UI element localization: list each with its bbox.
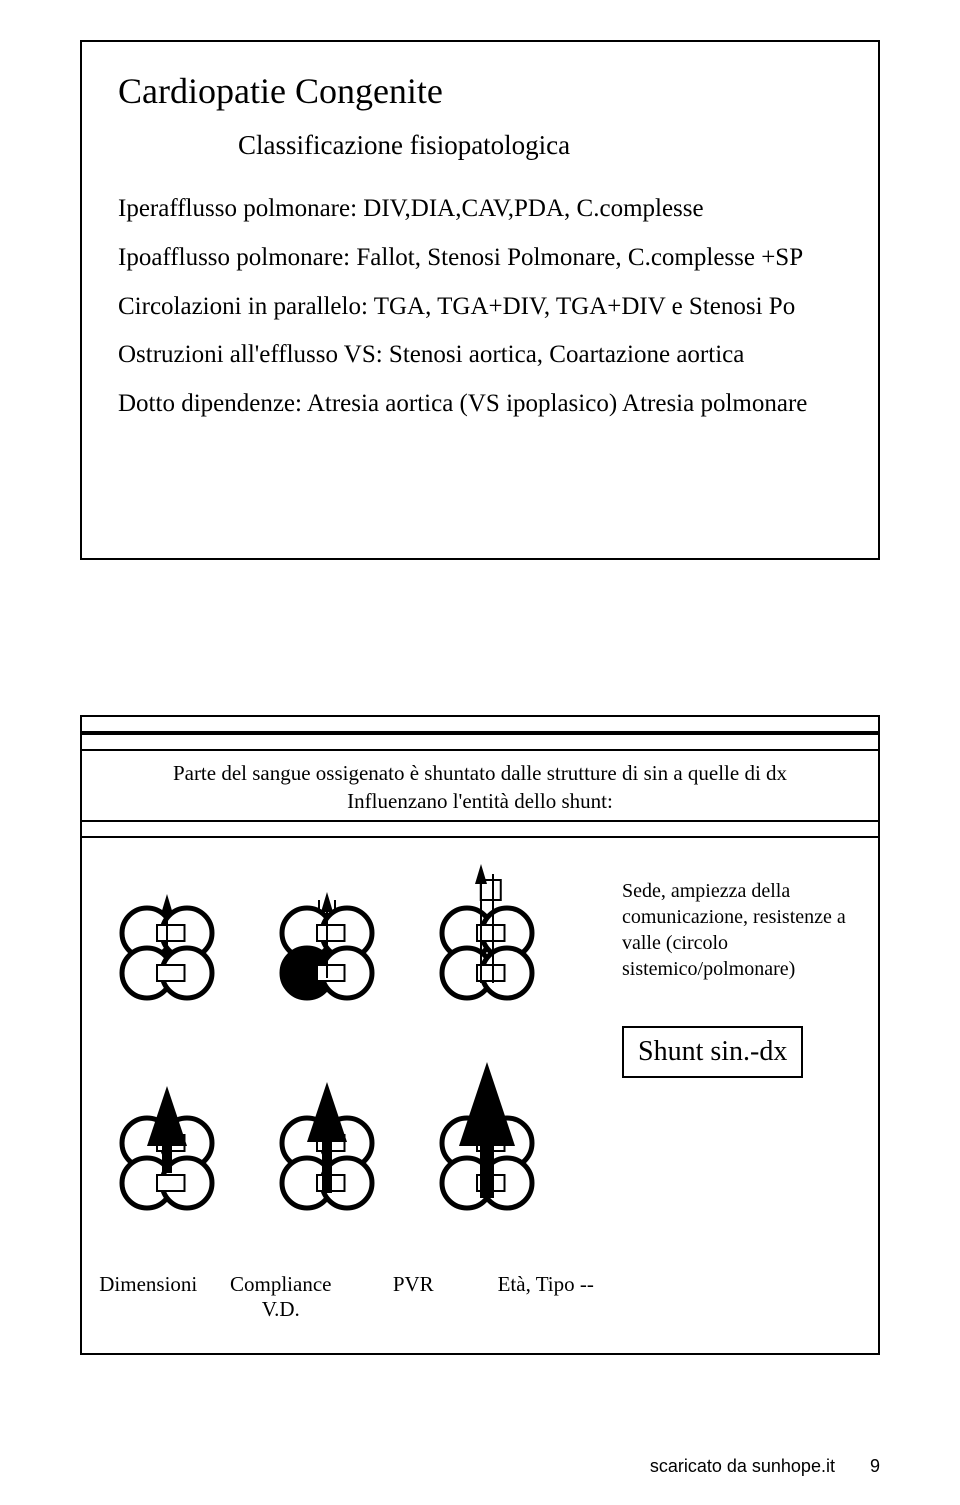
side-text: Sede, ampiezza della comunicazione, resi… [622, 878, 860, 982]
side-column: Sede, ampiezza della comunicazione, resi… [622, 878, 860, 1078]
panel1-subtitle: Classificazione fisiopatologica [118, 130, 842, 161]
classification-panel: Cardiopatie Congenite Classificazione fi… [80, 40, 880, 560]
panel1-line2: Ipoafflusso polmonare: Fallot, Stenosi P… [118, 234, 842, 283]
shunt-panel: Parte del sangue ossigenato è shuntato d… [80, 715, 880, 1355]
page-number: 9 [870, 1456, 880, 1477]
footer-text: scaricato da sunhope.it [650, 1456, 835, 1476]
bottom-col4: Età, Tipo -- [480, 1272, 613, 1322]
bottom-labels: Dimensioni Compliance V.D. PVR Età, Tipo… [82, 1272, 612, 1322]
panel2-mid-line2: Influenzano l'entità dello shunt: [92, 787, 868, 815]
panel1-line3: Circolazioni in parallelo: TGA, TGA+DIV,… [118, 283, 842, 332]
diagram-area: Sede, ampiezza della comunicazione, resi… [82, 838, 878, 1336]
hearts-diagram [82, 838, 622, 1298]
panel1-title: Cardiopatie Congenite [118, 70, 842, 112]
bottom-col1: Dimensioni [82, 1272, 215, 1322]
panel1-body: Iperafflusso polmonare: DIV,DIA,CAV,PDA,… [118, 185, 842, 429]
panel2-midtext: Parte del sangue ossigenato è shuntato d… [82, 751, 878, 820]
bottom-col3: PVR [347, 1272, 480, 1322]
footer: scaricato da sunhope.it 9 [650, 1456, 880, 1477]
panel1-line5: Dotto dipendenze: Atresia aortica (VS ip… [118, 380, 842, 429]
bottom-col2: Compliance V.D. [215, 1272, 348, 1322]
panel2-band3 [82, 820, 878, 838]
panel2-top-band [82, 717, 878, 733]
panel1-line4: Ostruzioni all'efflusso VS: Stenosi aort… [118, 331, 842, 380]
panel1-line1: Iperafflusso polmonare: DIV,DIA,CAV,PDA,… [118, 185, 842, 234]
panel2-mid-line1: Parte del sangue ossigenato è shuntato d… [92, 759, 868, 787]
panel2-band2 [82, 733, 878, 751]
shunt-label-box: Shunt sin.-dx [622, 1026, 803, 1078]
